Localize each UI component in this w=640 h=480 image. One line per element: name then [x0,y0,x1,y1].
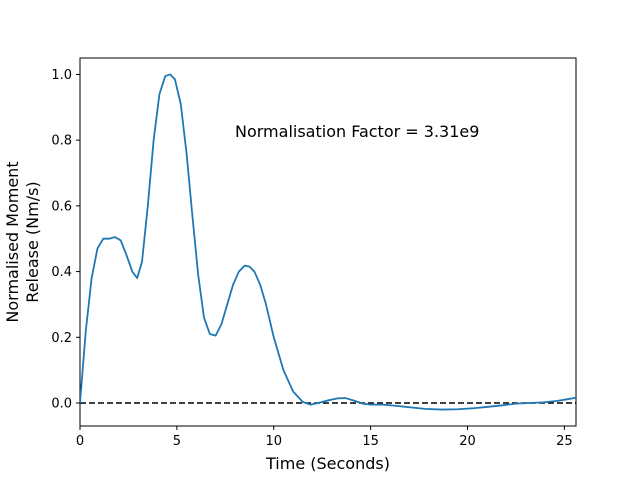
plot-area: 0 5 10 15 20 25 0.0 0.2 0.4 0.6 0.8 1.0 [51,57,577,449]
y-tick-label: 0.0 [51,397,72,412]
y-tick-label: 1.0 [51,68,72,83]
x-tick-label: 0 [76,434,84,449]
x-tick-label: 25 [556,434,573,449]
y-axis-label-line-2: Release (Nm/s) [23,181,42,302]
plot-frame [79,57,577,427]
x-tick-label: 15 [362,434,379,449]
y-tick-label: 0.4 [51,265,72,280]
x-tick-label: 10 [265,434,282,449]
y-tick-label: 0.2 [51,331,72,346]
y-tick-label: 0.6 [51,199,72,214]
x-tick-label: 20 [459,434,476,449]
y-tick-label: 0.8 [51,134,72,149]
normalisation-annotation: Normalisation Factor = 3.31e9 [235,122,479,141]
y-axis-label-line-1: Normalised Moment [3,161,22,322]
x-tick-label: 5 [173,434,181,449]
series-line [80,73,576,411]
x-axis-label: Time (Seconds) [265,454,390,473]
